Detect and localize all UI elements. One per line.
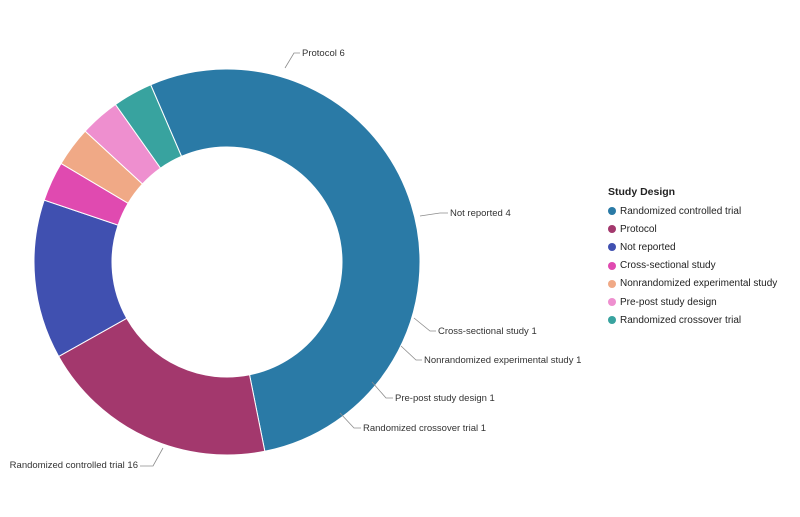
legend-swatch [608,243,616,252]
slice-randomized-crossover-trial [114,84,183,169]
legend-item[interactable]: Cross-sectional study [608,257,777,275]
legend-label: Cross-sectional study [620,260,716,272]
legend-items: Randomized controlled trial Protocol Not r… [608,202,777,329]
legend-label: Nonrandomized experimental study [620,278,778,290]
legend-swatch [608,279,616,288]
legend-label: Protocol [620,223,657,235]
data-label: Protocol 6 [302,48,345,59]
data-label: Randomized crossover trial 1 [363,423,486,434]
legend-item[interactable]: Protocol [608,220,777,238]
legend-swatch [608,298,616,307]
callout-line [140,447,164,467]
legend-label: Randomized crossover trial [620,314,742,326]
data-label: Randomized controlled trial 16 [10,460,138,471]
legend-item[interactable]: Randomized controlled trial [608,202,777,220]
data-label: Cross-sectional study 1 [438,326,537,337]
legend-item[interactable]: Nonrandomized experimental study [608,275,777,293]
legend-item[interactable]: Randomized crossover trial [608,311,777,329]
callout-line [413,317,436,332]
legend-swatch [608,207,616,216]
callout-line [284,52,300,69]
legend-swatch [608,316,616,325]
data-label: Nonrandomized experimental study 1 [424,355,581,366]
legend-label: Pre-post study design [620,296,717,308]
legend-swatch [608,261,616,270]
callout-line [339,412,361,429]
slice-randomized-controlled-trial [150,68,421,452]
callout-line [400,345,422,361]
legend-title: Study Design [608,186,676,198]
legend-item[interactable]: Not reported [608,238,777,256]
legend: Study Design Randomized controlled trial… [608,186,777,329]
legend-swatch [608,225,616,234]
callout-line [419,212,448,217]
slices [33,68,421,456]
data-label: Pre-post study design 1 [395,393,495,404]
data-label: Not reported 4 [450,208,511,219]
legend-label: Randomized controlled trial [620,205,742,217]
legend-item[interactable]: Pre-post study design [608,293,777,311]
callouts: Randomized controlled trial 16 Protocol 6… [10,48,582,471]
legend-label: Not reported [620,241,676,253]
callout-line [371,381,393,399]
